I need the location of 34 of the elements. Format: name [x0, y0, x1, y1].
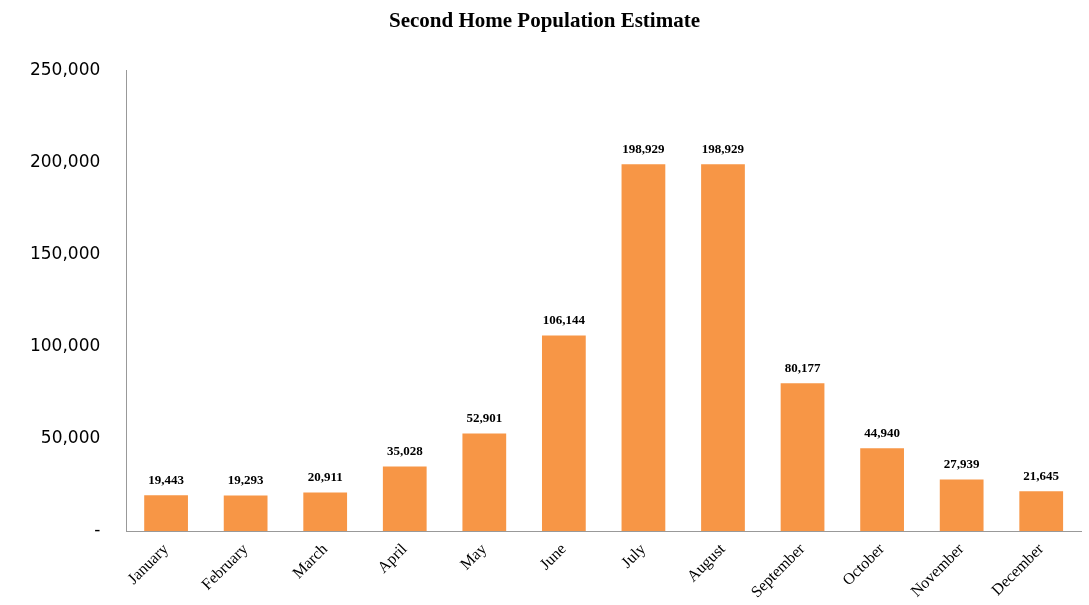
data-label: 27,939 [943, 456, 981, 472]
y-tick-label: 100,000 [29, 335, 101, 356]
data-label: 35,028 [386, 443, 424, 459]
data-label: 19,293 [227, 472, 265, 488]
x-tick-label: June [536, 539, 569, 573]
data-label: 80,177 [784, 360, 821, 376]
x-tick-label: May [456, 539, 491, 574]
data-label: 106,144 [542, 312, 586, 328]
data-label: 21,645 [1023, 468, 1060, 483]
bar [1019, 491, 1064, 532]
data-label: 20,911 [307, 469, 343, 485]
data-label: 198,929 [701, 141, 745, 157]
bar [939, 479, 984, 532]
data-label: 44,940 [864, 425, 900, 441]
bar [780, 383, 825, 532]
bar [382, 466, 427, 532]
y-tick-label: 150,000 [29, 242, 101, 263]
y-tick-label: - [94, 519, 101, 540]
y-tick-label: 50,000 [40, 427, 101, 448]
data-label: 52,901 [466, 410, 503, 426]
bar [701, 164, 745, 532]
y-tick-label: 250,000 [29, 58, 101, 79]
bar [462, 433, 507, 532]
x-tick-label: July [617, 539, 650, 572]
bar [303, 492, 348, 532]
bar [223, 495, 268, 532]
bar [621, 164, 666, 532]
chart-title: Second Home Population Estimate [388, 8, 701, 33]
y-tick-label: 200,000 [29, 150, 101, 171]
data-label: 198,929 [622, 141, 666, 157]
bar [144, 495, 188, 532]
bar [541, 335, 586, 532]
bar [860, 448, 904, 532]
data-label: 19,443 [148, 472, 185, 488]
